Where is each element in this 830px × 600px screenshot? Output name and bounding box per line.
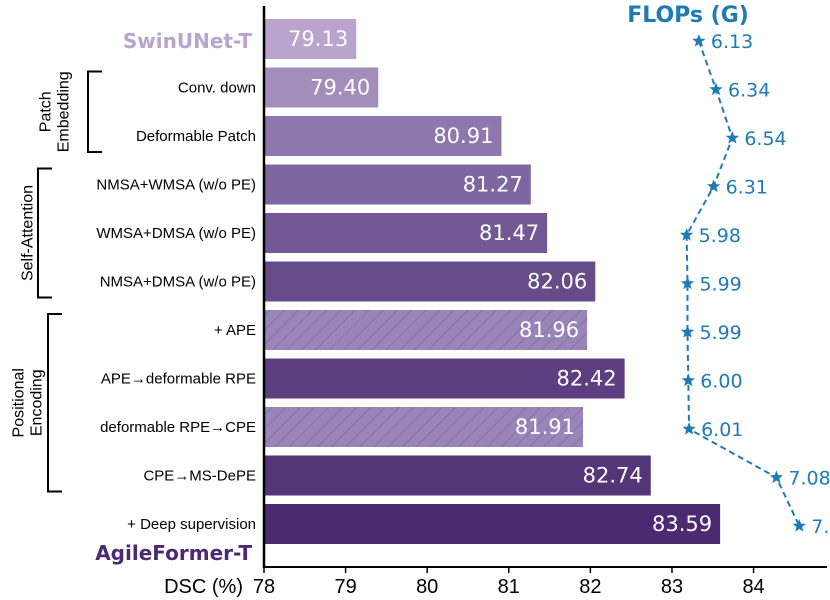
flops-point-0	[692, 34, 706, 47]
flops-value-label-5: 5.99	[699, 274, 741, 296]
row-label-8: deformable RPE→CPE	[100, 419, 256, 436]
bar-value-label-0: 79.13	[288, 27, 348, 51]
bar-value-label-2: 80.91	[433, 124, 493, 148]
flops-value-label-0: 6.13	[711, 31, 753, 53]
x-axis: 78 79 80 81 82 83 84 DSC (%)	[164, 6, 827, 598]
bar-7	[264, 358, 625, 399]
row-label-1: Conv. down	[178, 80, 256, 97]
baseline-model-label: SwinUNet-T	[123, 29, 252, 53]
row-label-5: NMSA+DMSA (w/o PE)	[100, 274, 256, 291]
row-label-2: Deformable Patch	[136, 128, 256, 145]
bar-10	[264, 504, 721, 544]
bar-hatch-6	[264, 310, 588, 350]
bar-value-label-3: 81.27	[463, 173, 523, 197]
row-label-7: APE→deformable RPE	[101, 371, 256, 388]
flops-value-label-2: 6.54	[744, 128, 786, 150]
bar-hatch-8	[264, 407, 584, 447]
bar-value-label-4: 81.47	[479, 221, 539, 245]
x-axis-label: DSC (%)	[164, 576, 243, 598]
row-label-10: + Deep supervision	[127, 516, 256, 533]
bar-value-label-7: 82.42	[557, 367, 617, 391]
bar-value-label-8: 81.91	[515, 415, 575, 439]
group-label-0-0: Patch	[38, 91, 55, 132]
group-brackets-layer: Patch Embedding Self-Attention Positional En…	[11, 70, 102, 493]
flops-value-label-9: 7.08	[788, 468, 830, 490]
row-labels-layer: Conv. down Deformable Patch NMSA+WMSA (w/o…	[96, 80, 256, 534]
bar-4	[264, 213, 548, 253]
bar-value-label-1: 79.40	[310, 76, 370, 100]
flops-point-7	[681, 373, 695, 387]
bar-2	[264, 116, 502, 156]
x-tick-label-1: 79	[334, 576, 356, 598]
x-tick-label-0: 78	[253, 576, 275, 598]
final-model-label: AgileFormer-T	[95, 541, 252, 565]
flops-series-title: FLOPs (G)	[627, 3, 749, 28]
bar-value-label-5: 82.06	[527, 270, 587, 294]
flops-value-label-6: 5.99	[699, 322, 741, 344]
flops-point-5	[680, 276, 695, 290]
bar-5	[264, 261, 596, 302]
bar-9	[264, 455, 651, 496]
flops-point-3	[706, 179, 721, 193]
flops-point-2	[725, 131, 740, 144]
bar-3	[264, 164, 531, 205]
row-label-3: NMSA+WMSA (w/o PE)	[96, 177, 256, 194]
bar-0	[264, 19, 357, 59]
flops-point-4	[680, 228, 694, 241]
group-label-0-1: Embedding	[56, 71, 73, 152]
flops-series: 6.13 6.34 6.54 6.31 5.98 5.99 5.99 6.00 6.01 7.08…	[680, 31, 830, 538]
flops-value-label-8: 6.01	[701, 419, 743, 441]
x-tick-label-6: 84	[742, 576, 764, 598]
flops-point-10	[792, 519, 806, 532]
row-label-9: CPE→MS-DePE	[143, 468, 256, 485]
group-bracket-2	[47, 313, 62, 493]
bars-layer: 79.13 79.40 80.91 81.27 81.47 82.06 81.96 82.42…	[264, 19, 721, 544]
row-label-6: + APE	[214, 322, 256, 339]
x-tick-label-3: 81	[498, 576, 520, 598]
group-bracket-0	[87, 70, 102, 153]
group-label-2-0: Positional	[11, 368, 28, 437]
flops-point-8	[682, 422, 696, 435]
flops-value-label-1: 6.34	[728, 80, 770, 102]
group-label-1-0: Self-Attention	[20, 185, 37, 281]
row-label-4: WMSA+DMSA (w/o PE)	[96, 225, 256, 242]
flops-line	[685, 40, 801, 527]
bar-value-label-9: 82.74	[583, 464, 643, 488]
flops-point-1	[709, 82, 723, 96]
flops-point-9	[769, 470, 784, 484]
group-bracket-1	[37, 167, 52, 299]
x-tick-label-5: 83	[661, 576, 683, 598]
bar-value-label-10: 83.59	[652, 512, 712, 536]
flops-value-label-4: 5.98	[699, 225, 741, 247]
bar-value-label-6: 81.96	[519, 318, 579, 342]
flops-value-label-7: 6.00	[700, 371, 742, 393]
flops-value-label-10: 7.36	[811, 516, 830, 538]
flops-value-label-3: 6.31	[726, 177, 768, 199]
x-tick-label-2: 80	[416, 576, 438, 598]
flops-point-6	[680, 325, 695, 338]
bar-1	[264, 67, 379, 108]
x-tick-label-4: 82	[579, 576, 601, 598]
group-label-2-1: Encoding	[29, 369, 46, 436]
